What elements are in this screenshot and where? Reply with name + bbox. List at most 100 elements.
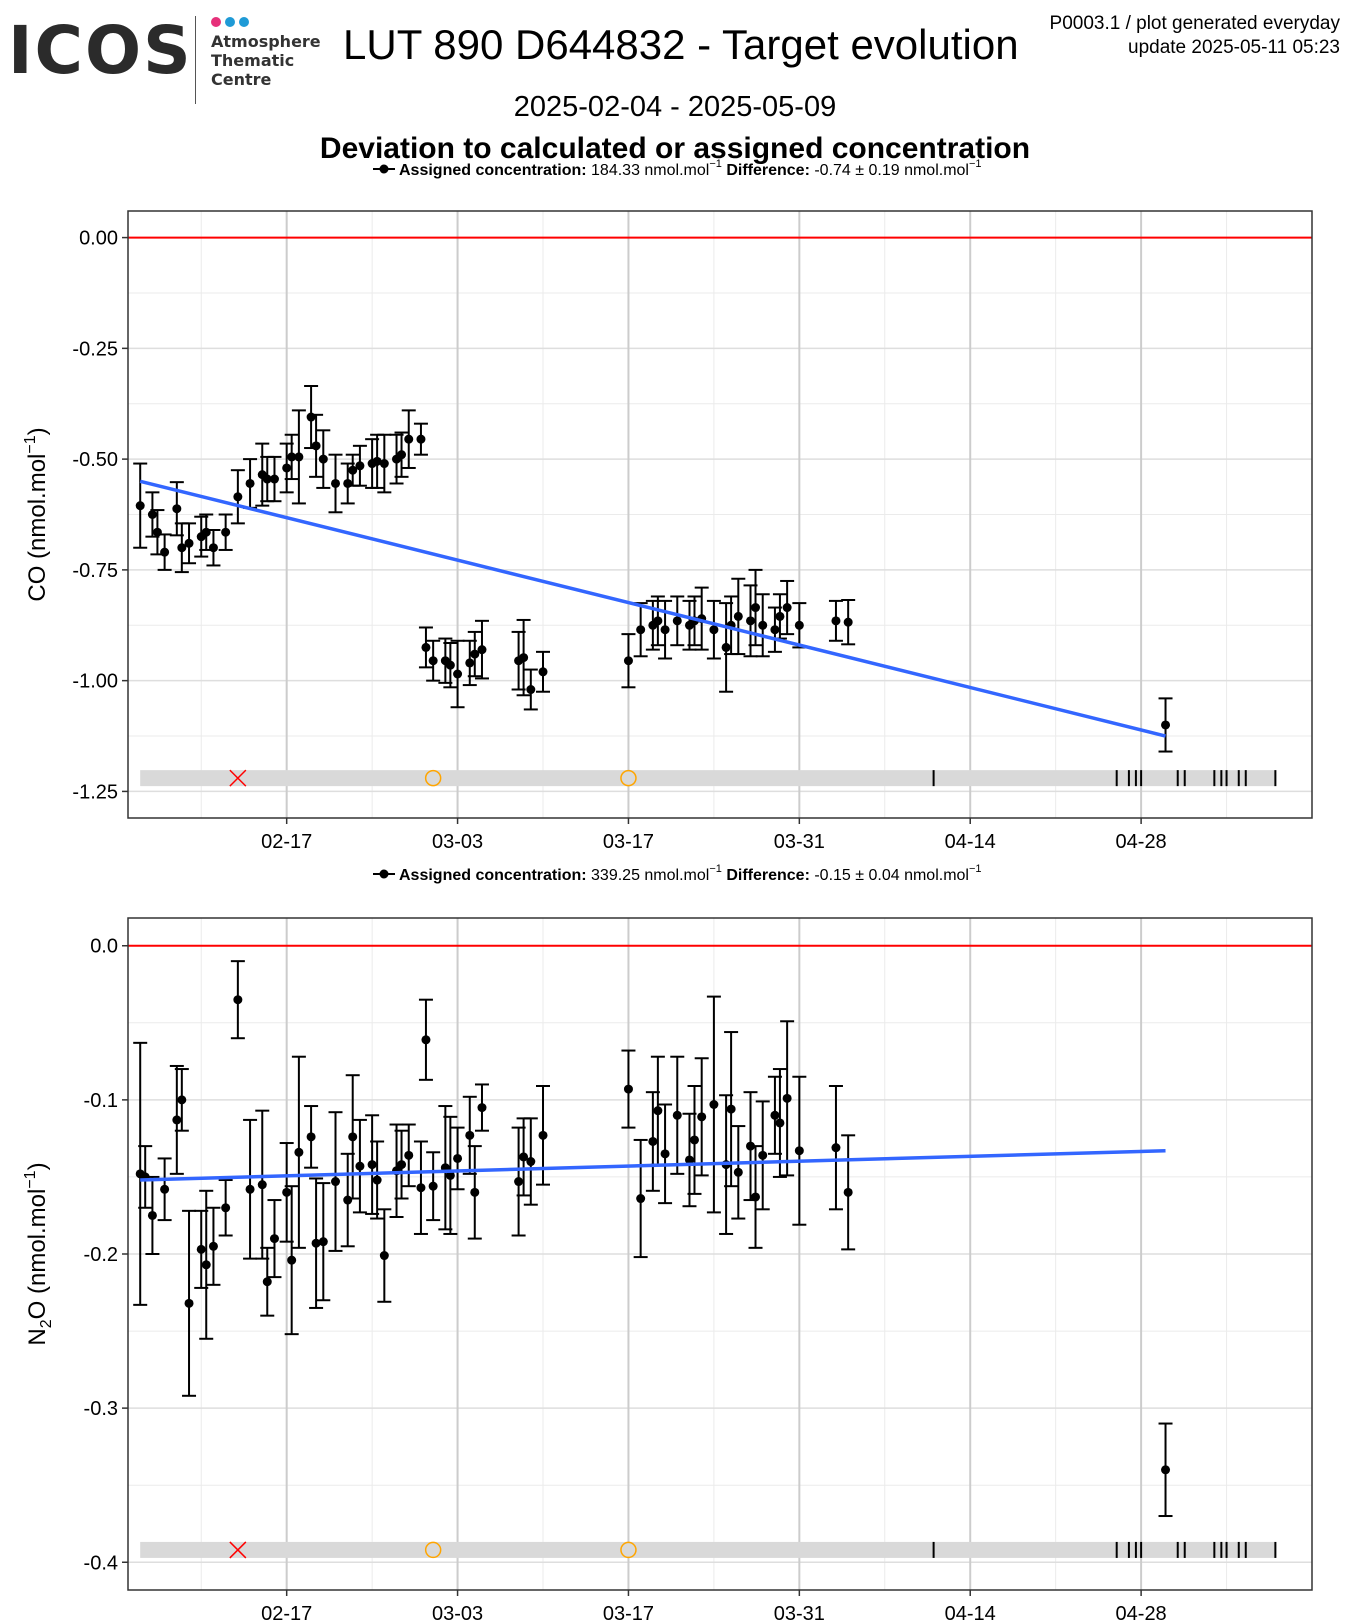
trend-line <box>139 479 1166 738</box>
data-point <box>775 1118 785 1128</box>
y-tick-label: -0.50 <box>72 449 118 471</box>
data-point <box>269 474 279 484</box>
data-point <box>751 603 761 613</box>
data-point <box>135 501 145 511</box>
data-point <box>416 1183 426 1193</box>
data-point <box>794 1146 804 1156</box>
legend-difference-value: -0.15 ± 0.04 nmol.mol <box>810 867 969 884</box>
data-point <box>294 1147 304 1157</box>
y-tick-label: -0.1 <box>84 1090 118 1112</box>
data-point <box>160 1184 170 1194</box>
data-point <box>269 1234 279 1244</box>
data-point <box>470 1187 480 1197</box>
status-open-circle <box>424 1541 442 1559</box>
y-tick-label: 0.0 <box>90 936 118 958</box>
data-point <box>726 1104 736 1114</box>
data-point <box>470 649 480 659</box>
x-tick-label: 02-17 <box>261 1603 312 1620</box>
generation-info: P0003.1 / plot generated everyday update… <box>1050 12 1340 60</box>
x-tick-label: 02-17 <box>261 831 312 853</box>
page-title: LUT 890 D644832 - Target evolution <box>343 21 1019 68</box>
data-point <box>201 1260 211 1270</box>
data-point <box>184 1298 194 1308</box>
status-open-circle <box>620 769 637 787</box>
generation-note: P0003.1 / plot generated everyday <box>1049 13 1340 34</box>
data-point <box>519 1152 529 1162</box>
trend-line <box>140 1148 1166 1182</box>
data-point <box>465 1130 475 1140</box>
data-point <box>1161 1465 1171 1475</box>
data-point <box>372 1175 382 1185</box>
data-point <box>751 1192 761 1202</box>
data-point <box>770 625 780 635</box>
data-point <box>653 1106 663 1116</box>
data-point <box>421 1035 431 1045</box>
data-point <box>733 1167 743 1177</box>
data-point <box>636 1194 646 1204</box>
logo-dots <box>211 14 253 32</box>
x-tick-label: 03-31 <box>774 831 825 853</box>
data-point <box>831 1143 841 1153</box>
logo-line-1: Atmosphere <box>211 32 321 51</box>
data-point <box>477 1103 487 1113</box>
data-point <box>733 611 743 621</box>
data-point <box>843 617 853 627</box>
y-tick-label: -0.2 <box>84 1244 118 1266</box>
data-point <box>282 1187 292 1197</box>
data-point <box>794 620 804 630</box>
data-point <box>453 1153 463 1163</box>
data-point <box>233 492 243 502</box>
data-point <box>758 1150 768 1160</box>
legend: Assigned concentration: 339.25 nmol.mol−… <box>373 863 982 884</box>
logo-subtitle: Atmosphere Thematic Centre <box>211 32 321 89</box>
x-tick-label: 04-14 <box>945 831 996 853</box>
y-tick-label: -1.25 <box>72 781 118 803</box>
data-point <box>287 1255 297 1265</box>
data-point <box>348 465 358 475</box>
x-tick-label: 03-03 <box>432 831 483 853</box>
y-tick-label: -0.75 <box>72 560 118 582</box>
status-band <box>140 1541 1276 1558</box>
status-band <box>140 770 1276 787</box>
data-point <box>697 1112 707 1122</box>
data-point <box>465 658 475 668</box>
data-point <box>294 452 304 462</box>
data-point <box>684 1155 694 1165</box>
data-point <box>623 656 633 666</box>
data-point <box>660 625 670 635</box>
data-point <box>709 625 719 635</box>
y-label-superscript: −1 <box>22 435 39 453</box>
y-tick-label: -0.25 <box>72 338 118 360</box>
legend-assigned-exp: −1 <box>709 158 722 170</box>
data-point <box>372 456 382 466</box>
legend-assigned-label: Assigned concentration: <box>399 162 587 179</box>
date-range: 2025-02-04 - 2025-05-09 <box>513 91 837 123</box>
data-point <box>355 461 365 471</box>
data-point <box>311 1238 321 1248</box>
legend-difference-exp: −1 <box>969 158 982 170</box>
y-label-part: N <box>24 1328 51 1345</box>
data-point <box>672 616 682 626</box>
legend-assigned-value: 339.25 nmol.mol <box>587 867 710 884</box>
x-tick-label: 03-17 <box>603 1603 654 1620</box>
plot-border <box>127 210 1313 819</box>
x-tick-label: 04-14 <box>945 1603 996 1620</box>
data-point <box>519 653 529 663</box>
status-x-mark <box>229 769 247 787</box>
x-tick-label: 04-28 <box>1116 1603 1167 1620</box>
chart-panel-1: 0.00 -0.25 -0.50 -0.75 -1.00 -1.25 02-17 03-03 0… <box>22 158 1313 853</box>
logo-separator <box>195 16 196 104</box>
data-point <box>287 452 297 462</box>
legend-marker <box>379 164 389 174</box>
data-point <box>445 660 455 670</box>
data-point <box>428 1181 438 1191</box>
data-point <box>208 543 218 553</box>
y-label-part: ) <box>24 1162 51 1170</box>
data-point <box>257 1180 267 1190</box>
data-point <box>746 616 756 626</box>
data-point <box>514 1177 524 1187</box>
data-point <box>428 656 438 666</box>
data-point <box>318 454 328 464</box>
y-tick-label: -0.3 <box>84 1398 118 1420</box>
logo-dot-pink <box>211 17 221 27</box>
